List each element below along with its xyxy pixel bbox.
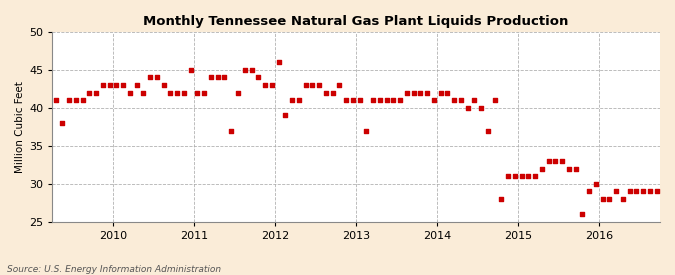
- Point: [523, 174, 534, 178]
- Point: [118, 83, 129, 87]
- Point: [449, 98, 460, 103]
- Point: [395, 98, 406, 103]
- Point: [327, 90, 338, 95]
- Point: [273, 60, 284, 65]
- Point: [314, 83, 325, 87]
- Point: [388, 98, 399, 103]
- Point: [206, 75, 217, 80]
- Point: [267, 83, 277, 87]
- Point: [510, 174, 520, 178]
- Point: [192, 90, 203, 95]
- Title: Monthly Tennessee Natural Gas Plant Liquids Production: Monthly Tennessee Natural Gas Plant Liqu…: [144, 15, 569, 28]
- Point: [51, 98, 61, 103]
- Point: [165, 90, 176, 95]
- Point: [462, 106, 473, 110]
- Point: [186, 68, 196, 72]
- Point: [402, 90, 412, 95]
- Point: [611, 189, 622, 194]
- Point: [530, 174, 541, 178]
- Point: [483, 128, 493, 133]
- Point: [651, 189, 662, 194]
- Point: [577, 212, 588, 216]
- Point: [469, 98, 480, 103]
- Point: [591, 182, 601, 186]
- Point: [618, 197, 628, 201]
- Point: [105, 83, 115, 87]
- Point: [348, 98, 358, 103]
- Point: [476, 106, 487, 110]
- Point: [78, 98, 88, 103]
- Point: [516, 174, 527, 178]
- Point: [597, 197, 608, 201]
- Point: [219, 75, 230, 80]
- Point: [159, 83, 169, 87]
- Point: [503, 174, 514, 178]
- Point: [145, 75, 156, 80]
- Point: [624, 189, 635, 194]
- Point: [368, 98, 379, 103]
- Point: [71, 98, 82, 103]
- Point: [550, 159, 561, 163]
- Point: [64, 98, 75, 103]
- Point: [294, 98, 304, 103]
- Point: [199, 90, 210, 95]
- Point: [287, 98, 298, 103]
- Point: [429, 98, 439, 103]
- Point: [138, 90, 149, 95]
- Point: [442, 90, 453, 95]
- Point: [496, 197, 507, 201]
- Point: [564, 166, 574, 171]
- Point: [415, 90, 426, 95]
- Point: [645, 189, 655, 194]
- Point: [604, 197, 615, 201]
- Point: [408, 90, 419, 95]
- Point: [213, 75, 223, 80]
- Point: [341, 98, 352, 103]
- Point: [152, 75, 163, 80]
- Point: [132, 83, 142, 87]
- Point: [354, 98, 365, 103]
- Point: [253, 75, 264, 80]
- Point: [361, 128, 372, 133]
- Point: [111, 83, 122, 87]
- Point: [240, 68, 250, 72]
- Point: [638, 189, 649, 194]
- Point: [537, 166, 547, 171]
- Point: [260, 83, 271, 87]
- Text: Source: U.S. Energy Information Administration: Source: U.S. Energy Information Administ…: [7, 265, 221, 274]
- Point: [226, 128, 237, 133]
- Point: [381, 98, 392, 103]
- Point: [334, 83, 345, 87]
- Point: [91, 90, 102, 95]
- Point: [246, 68, 257, 72]
- Point: [489, 98, 500, 103]
- Point: [375, 98, 385, 103]
- Point: [435, 90, 446, 95]
- Point: [84, 90, 95, 95]
- Point: [557, 159, 568, 163]
- Point: [179, 90, 190, 95]
- Point: [543, 159, 554, 163]
- Point: [233, 90, 244, 95]
- Point: [422, 90, 433, 95]
- Point: [57, 121, 68, 125]
- Point: [321, 90, 331, 95]
- Point: [456, 98, 466, 103]
- Point: [584, 189, 595, 194]
- Y-axis label: Million Cubic Feet: Million Cubic Feet: [15, 81, 25, 173]
- Point: [307, 83, 318, 87]
- Point: [570, 166, 581, 171]
- Point: [125, 90, 136, 95]
- Point: [98, 83, 109, 87]
- Point: [172, 90, 183, 95]
- Point: [631, 189, 642, 194]
- Point: [300, 83, 311, 87]
- Point: [280, 113, 291, 118]
